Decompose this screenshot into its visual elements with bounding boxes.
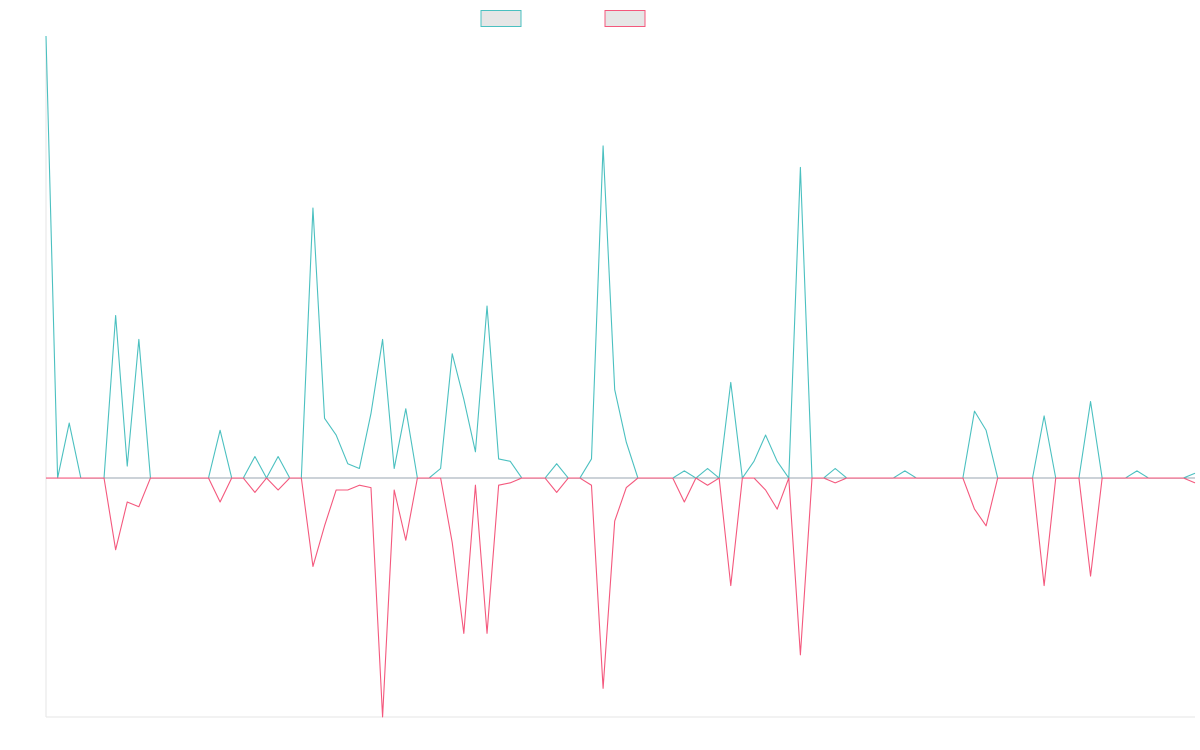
- legend-swatch-series-1[interactable]: [480, 10, 522, 27]
- series-line-1: [45, 35, 1196, 479]
- legend-swatch-series-2[interactable]: [604, 10, 646, 27]
- series-line-2: [46, 477, 1196, 718]
- axes: [45, 36, 1195, 718]
- plot-area: [45, 35, 1196, 718]
- legend[interactable]: [480, 10, 646, 27]
